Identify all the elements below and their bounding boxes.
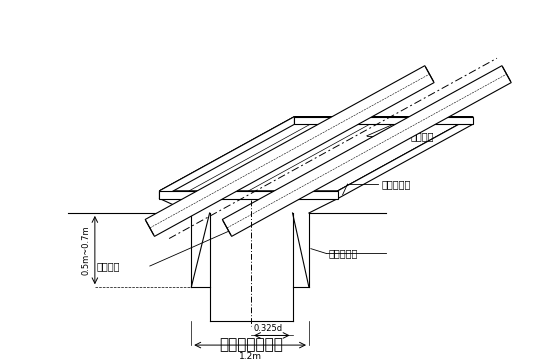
Polygon shape xyxy=(222,66,511,236)
Polygon shape xyxy=(160,116,295,198)
Text: 定位型钢: 定位型钢 xyxy=(410,131,433,141)
Text: 0.5m~0.7m: 0.5m~0.7m xyxy=(81,225,90,275)
Polygon shape xyxy=(160,191,338,198)
Text: 中心轴线: 中心轴线 xyxy=(97,261,120,271)
Text: 0.325d: 0.325d xyxy=(253,324,282,333)
Text: 围护内边线: 围护内边线 xyxy=(381,179,410,189)
Text: 沟槽开挖示意图: 沟槽开挖示意图 xyxy=(219,337,283,353)
Polygon shape xyxy=(295,116,473,124)
Polygon shape xyxy=(160,116,473,191)
Text: 1.2m: 1.2m xyxy=(239,352,262,361)
Polygon shape xyxy=(145,66,434,236)
Polygon shape xyxy=(338,116,473,198)
Text: 围护内边线: 围护内边线 xyxy=(328,249,358,258)
